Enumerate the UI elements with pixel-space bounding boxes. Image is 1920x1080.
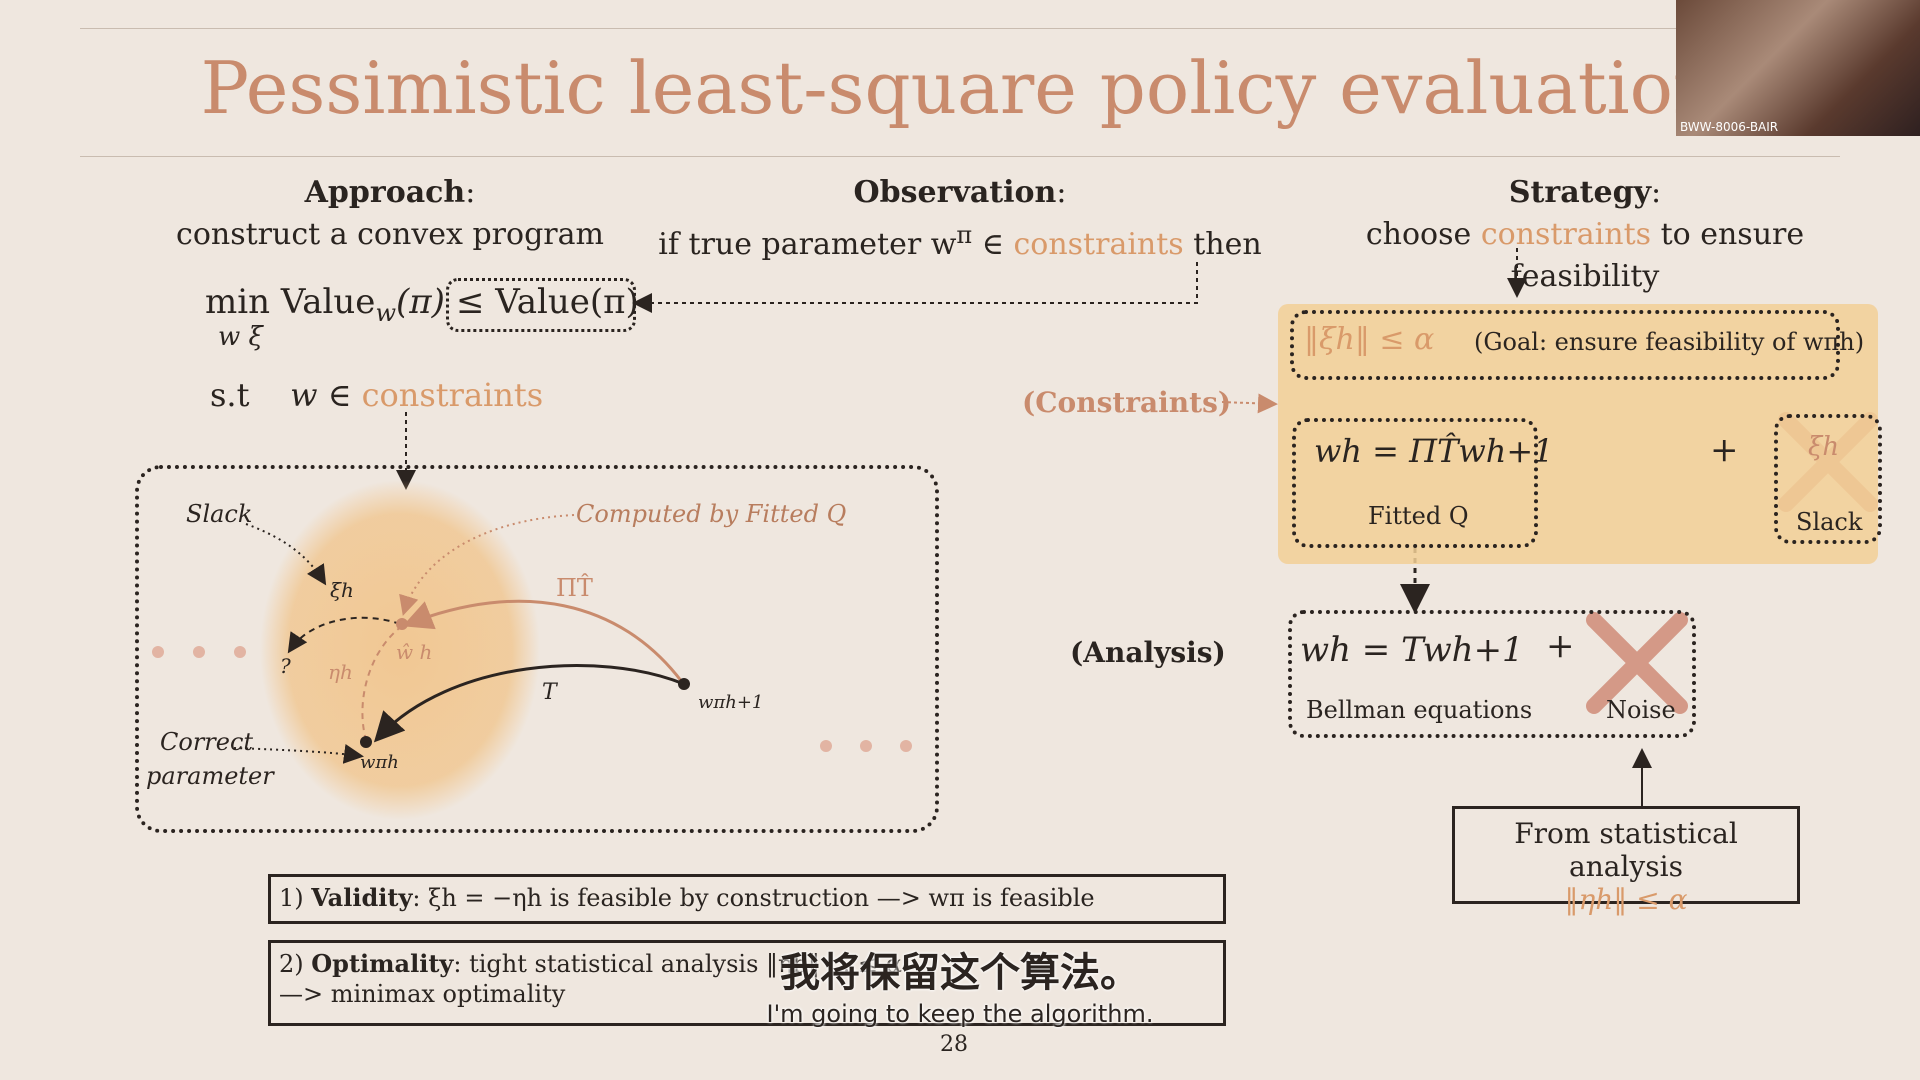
eta-curve <box>361 625 403 741</box>
validity-box: 1) Validity: ξh = −ηh is feasible by con… <box>268 874 1226 924</box>
observation-text-pre: if true parameter w <box>658 227 957 262</box>
optimality-text1: : tight statistical analysis ‖ηh‖ ... ≤ … <box>453 950 902 978</box>
w-pi-h1-label: wπh+1 <box>698 692 764 713</box>
program-st: s.t <box>210 376 250 414</box>
program-constraints: constraints <box>361 376 544 414</box>
approach-head: Approach <box>304 175 466 210</box>
strategy-text-post: to ensure feasibility <box>1510 217 1805 294</box>
eta-h-label: ηh <box>328 660 353 684</box>
slack-math: ξh <box>1808 432 1840 462</box>
optimality-text2: —> minimax optimality <box>279 980 566 1008</box>
constraints-label-arrow <box>1221 393 1278 414</box>
top-rule <box>80 28 1840 29</box>
program-value: Value <box>280 282 376 322</box>
stat-line1: From statistical analysis <box>1514 817 1738 883</box>
goal-text: (Goal: ensure feasibility of wπh) <box>1474 328 1865 356</box>
parameter-annotation: parameter <box>146 762 274 790</box>
plus-sign-2: + <box>1546 626 1575 666</box>
page-number: 28 <box>940 1032 968 1057</box>
observation-sup: π <box>956 221 973 249</box>
approach-header: Approach: construct a convex program <box>140 172 640 256</box>
approach-text: construct a convex program <box>176 217 604 252</box>
fitted-q-label: Fitted Q <box>1368 502 1469 530</box>
diagram-frame <box>135 465 939 833</box>
title-rule <box>80 156 1840 157</box>
noise-label: Noise <box>1606 696 1676 724</box>
slack-annotation: Slack <box>186 500 253 528</box>
program-pi: (π) <box>395 282 445 322</box>
validity-text: : ξh = −ηh is feasible by construction —… <box>412 884 1095 912</box>
fitted-q-box <box>1292 418 1538 548</box>
strategy-header: Strategy: choose constraints to ensure f… <box>1365 175 1805 294</box>
analysis-label: (Analysis) <box>1070 636 1226 669</box>
slide-title: Pessimistic least-square policy evaluati… <box>200 46 1720 130</box>
t-label: T <box>542 680 557 705</box>
program-value-sub: w <box>375 298 396 327</box>
observation-header: Observation: if true parameter wπ ∈ cons… <box>658 175 1262 262</box>
observation-text-post: then <box>1183 227 1262 262</box>
validity-num: 1) <box>279 884 312 912</box>
observation-constraints: constraints <box>1013 227 1184 262</box>
optimality-head: Optimality <box>311 949 454 978</box>
correct-annotation: Correct <box>160 728 254 756</box>
optimality-num: 2) <box>279 950 312 978</box>
w-hat-label: ŵ h <box>396 640 433 664</box>
subtitle-english: I'm going to keep the algorithm. <box>766 1000 1154 1028</box>
bellman-label: Bellman equations <box>1306 696 1533 724</box>
bellman-box <box>1288 610 1696 738</box>
strategy-head: Strategy <box>1508 175 1651 210</box>
bellman-equation: wh = Twh+1 <box>1300 630 1524 670</box>
program-under: w ξ <box>218 322 263 352</box>
computed-annotation: Computed by Fitted Q <box>576 500 847 528</box>
validity-head: Validity <box>311 883 413 912</box>
stat-line2: ‖ηh‖ ≤ α <box>1564 883 1688 916</box>
strategy-constraints: constraints <box>1480 217 1652 252</box>
pi-t-hat-curve <box>402 599 684 683</box>
slack-curve <box>287 616 401 654</box>
plus-sign-1: + <box>1710 430 1739 470</box>
strategy-text-pre: choose <box>1365 217 1481 252</box>
program-w-in: w ∈ <box>290 376 362 414</box>
goal-math: ‖ξh‖ ≤ α <box>1304 322 1435 357</box>
program-objective: min Valuew(π) <box>205 282 445 327</box>
question-label: ? <box>280 654 291 678</box>
pi-t-hat-label: ΠT̂ <box>556 574 593 602</box>
xi-h-label: ξh <box>330 578 354 602</box>
observation-arrow <box>632 262 1198 313</box>
w-pi-h-label: wπh <box>360 752 399 773</box>
feasible-set-blob <box>260 480 540 820</box>
program-bound: ≤ Value(π) <box>456 282 639 322</box>
constraints-label: (Constraints) <box>1022 386 1232 419</box>
subtitle-chinese: 我将保留这个算法。 <box>780 950 1140 996</box>
t-curve <box>373 664 685 743</box>
webcam-thumbnail[interactable]: BWW-8006-BAIR <box>1676 0 1920 136</box>
constraints-panel <box>1278 304 1878 564</box>
slack-box <box>1774 414 1882 544</box>
slack-label: Slack <box>1796 508 1863 536</box>
program-st-line: s.t w ∈ constraints <box>210 376 543 414</box>
observation-text-mid: ∈ <box>972 227 1014 262</box>
webcam-label: BWW-8006-BAIR <box>1680 120 1779 134</box>
fitted-q-equation: wh = ΠT̂wh+1 <box>1314 432 1554 470</box>
noise-cross-icon <box>1586 612 1688 714</box>
optimality-box: 2) Optimality: tight statistical analysi… <box>268 940 1226 1026</box>
stat-analysis-box: From statistical analysis ‖ηh‖ ≤ α <box>1452 806 1800 916</box>
observation-head: Observation <box>853 175 1057 210</box>
goal-box <box>1290 310 1840 380</box>
program-min: min <box>205 282 271 322</box>
